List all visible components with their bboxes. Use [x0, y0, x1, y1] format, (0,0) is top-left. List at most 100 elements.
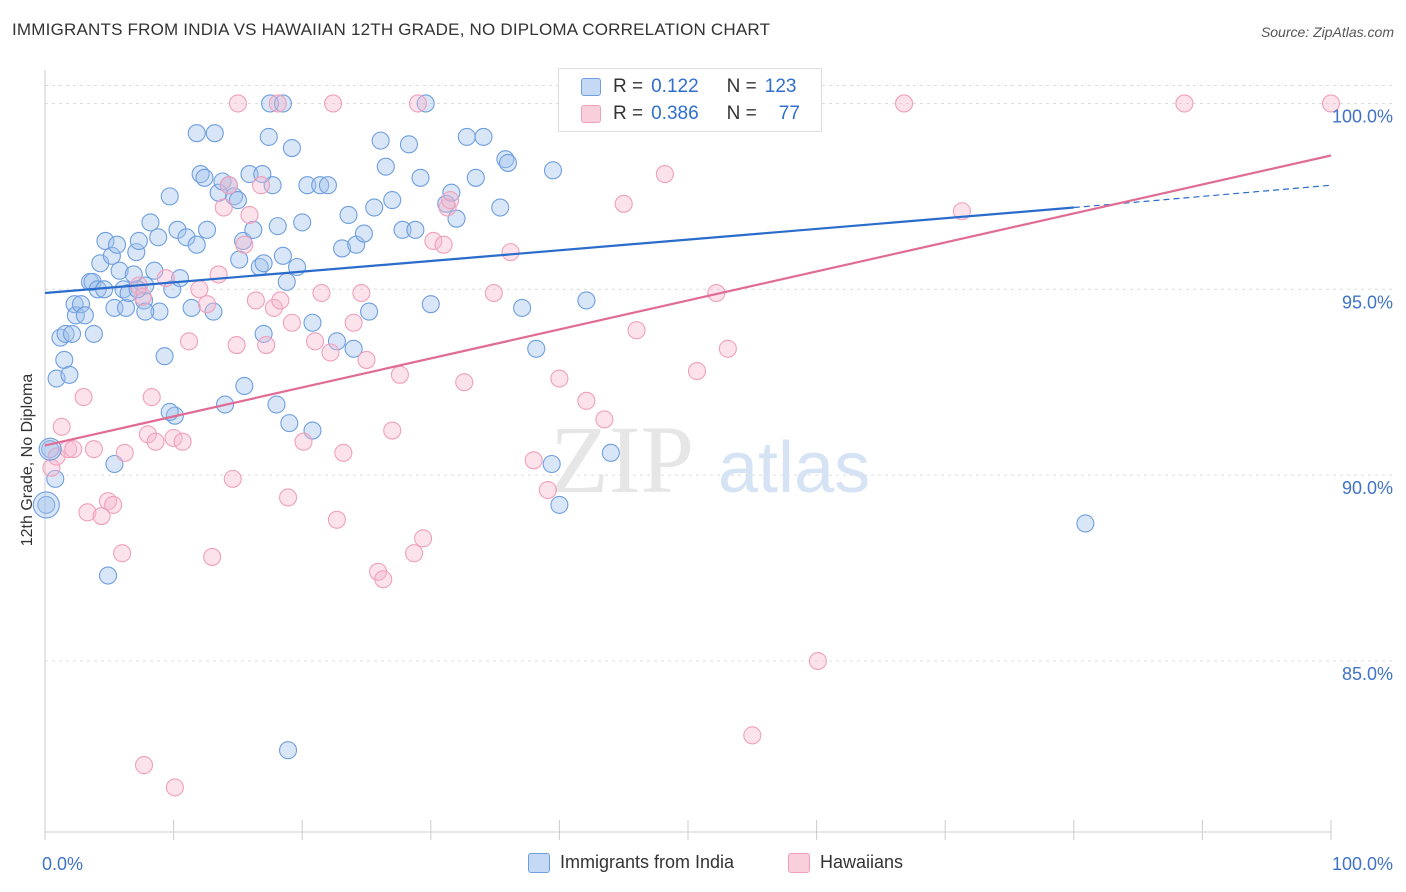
- data-point: [457, 127, 476, 146]
- data-point: [327, 332, 346, 351]
- data-point: [306, 332, 325, 351]
- data-point: [501, 243, 520, 262]
- data-point: [209, 265, 228, 284]
- data-point: [260, 94, 280, 113]
- data-point: [550, 495, 569, 514]
- data-point: [279, 488, 298, 507]
- source-credit: Source: ZipAtlas.com: [1260, 24, 1394, 40]
- data-point: [102, 246, 121, 265]
- n-label: N =: [726, 103, 757, 124]
- hawaiians-swatch: [788, 852, 810, 873]
- legend-item-india[interactable]: Immigrants from India: [528, 852, 734, 873]
- data-point: [311, 176, 330, 195]
- data-point: [84, 324, 103, 343]
- data-point: [406, 220, 425, 239]
- data-point: [538, 480, 557, 500]
- data-point: [273, 94, 292, 113]
- n-value: 123: [764, 76, 797, 97]
- data-point: [138, 425, 157, 444]
- data-point: [259, 127, 278, 146]
- y-tick-label: 90.0%: [1342, 478, 1393, 498]
- data-point: [318, 176, 337, 195]
- data-point: [293, 213, 312, 232]
- data-point: [333, 239, 352, 258]
- data-point: [627, 321, 646, 340]
- data-point: [577, 291, 596, 310]
- data-point: [119, 283, 138, 303]
- data-point: [205, 124, 224, 143]
- stats-row-hawaiians: R = 0.386 N = 77: [581, 102, 800, 126]
- india-swatch: [528, 852, 550, 873]
- data-point: [513, 298, 532, 317]
- legend-item-hawaiians[interactable]: Hawaiians: [788, 852, 903, 873]
- data-point: [164, 428, 183, 448]
- data-point: [344, 313, 363, 332]
- data-point: [173, 432, 192, 451]
- y-tick-label: 95.0%: [1342, 292, 1393, 312]
- data-points: [32, 94, 1341, 797]
- data-point: [543, 161, 563, 180]
- data-point: [257, 336, 276, 355]
- data-point: [743, 726, 762, 745]
- data-point: [339, 205, 358, 225]
- data-point: [614, 194, 633, 213]
- data-point: [334, 443, 353, 462]
- data-point: [240, 165, 259, 184]
- data-point: [244, 220, 263, 239]
- data-point: [414, 529, 433, 548]
- data-point: [601, 443, 620, 462]
- r-label: R =: [613, 103, 644, 124]
- data-point: [374, 570, 393, 589]
- data-point: [718, 339, 737, 358]
- data-point: [344, 339, 363, 358]
- data-point: [357, 350, 376, 369]
- data-point: [399, 135, 418, 154]
- data-point: [416, 94, 435, 113]
- data-point: [277, 272, 296, 291]
- x-tick-label: 100.0%: [1332, 854, 1393, 874]
- data-point: [187, 124, 206, 143]
- data-point: [441, 191, 460, 210]
- data-point: [141, 213, 160, 232]
- data-point: [405, 544, 424, 563]
- y-axis-label: 12th Grade, No Diploma: [19, 373, 36, 547]
- hawaiians-swatch: [581, 105, 601, 123]
- data-point: [124, 265, 143, 284]
- data-point: [37, 495, 56, 514]
- r-value: 0.386: [651, 103, 699, 124]
- data-point: [235, 376, 254, 396]
- data-point: [268, 94, 287, 113]
- data-point: [116, 298, 136, 317]
- data-point: [280, 414, 299, 433]
- data-point: [142, 388, 161, 407]
- data-point: [491, 198, 510, 217]
- data-point: [71, 295, 91, 314]
- data-point: [455, 373, 474, 392]
- stats-legend: R = 0.122 N = 123 R = 0.386 N = 77: [558, 68, 822, 132]
- axes: [44, 70, 1332, 840]
- data-point: [52, 417, 71, 436]
- x-tick-labels: 0.0% 100.0%: [42, 854, 1393, 874]
- data-point: [1321, 94, 1341, 113]
- data-point: [104, 495, 123, 514]
- trend-line-india: [44, 206, 1074, 295]
- data-point: [687, 362, 707, 381]
- data-point: [655, 165, 674, 184]
- data-point: [442, 183, 461, 202]
- data-point: [365, 198, 384, 217]
- legend-label-hawaiians: Hawaiians: [820, 852, 904, 872]
- data-point: [190, 280, 209, 299]
- data-point: [56, 324, 75, 343]
- data-point: [894, 94, 914, 113]
- data-point: [282, 139, 301, 158]
- data-point: [424, 231, 443, 251]
- data-point: [550, 369, 569, 388]
- data-point: [1175, 94, 1194, 113]
- data-point: [78, 503, 97, 522]
- data-point: [223, 469, 242, 488]
- data-point: [383, 421, 402, 440]
- data-point: [197, 295, 217, 314]
- watermark-zip: ZIP: [550, 406, 694, 513]
- data-point: [113, 544, 132, 563]
- series-legend: Immigrants from India Hawaiians: [0, 852, 1406, 878]
